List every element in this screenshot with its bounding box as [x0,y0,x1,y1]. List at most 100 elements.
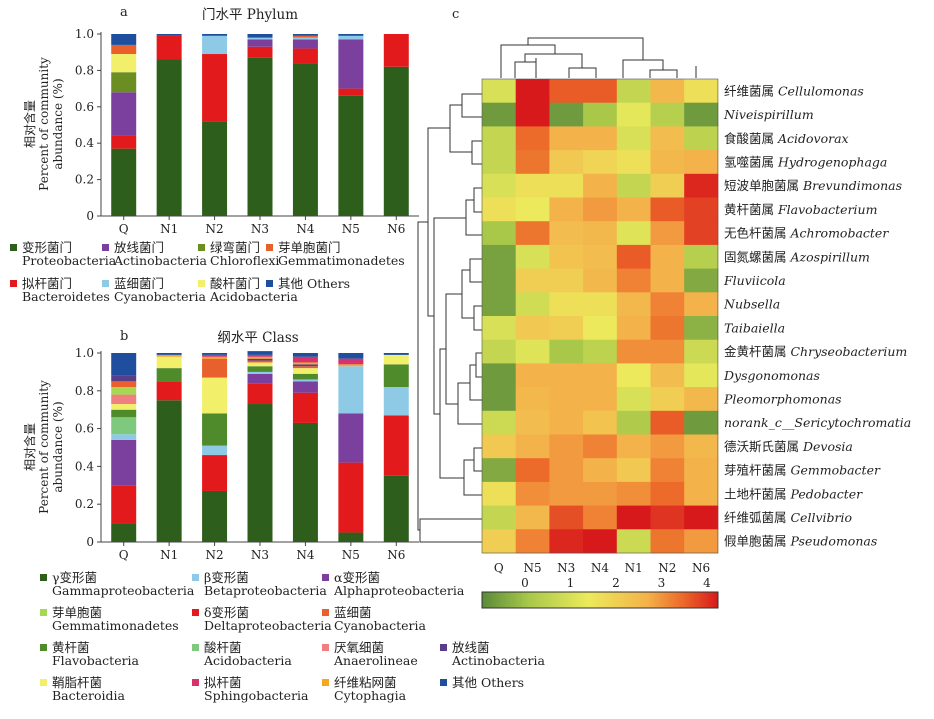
heatmap-cell [482,505,517,530]
legend-label-cn: 放线菌门 [114,240,164,255]
bar-segment [383,387,409,416]
legend-label-en: Actinobacteria [113,253,207,268]
ylabel-line-2: abundance (%) [51,401,65,492]
heatmap-cell [482,244,517,269]
heatmap-row-label: 食酸菌属 Acidovorax [724,131,849,146]
bar-segment [338,95,364,216]
row-label-genus: Chryseobacterium [790,344,907,359]
heatmap-cell [616,529,651,554]
heatmap-cell [482,529,517,554]
legend-label-en: Acidobacteria [209,289,298,304]
heatmap-cell [482,410,517,435]
heatmap-cell [616,173,651,198]
x-tick-label: Q [119,222,129,236]
heatmap-row-label: 假单胞菌属 Pseudomonas [724,534,877,549]
bar-segment [338,39,364,89]
bar-segment [111,44,137,55]
row-label-cn: 芽殖杆菌属 [724,463,790,478]
bar-segment [111,404,137,410]
heatmap-row-label: Taibaiella [724,320,785,335]
heatmap-cell [549,102,584,127]
heatmap-cell [482,268,517,293]
bar-segment [292,353,318,357]
heatmap-cell [515,173,550,198]
heatmap-cell [482,292,517,317]
heatmap-cell [650,505,685,530]
bar-segment [292,381,318,393]
heatmap-cell [650,268,685,293]
panel-c-letter: c [452,7,459,22]
row-label-cn: 假单胞菌属 [724,534,790,549]
heatmap-cell [515,529,550,554]
legend-swatch [40,679,47,686]
legend-label-cn: δ变形菌 [204,605,249,620]
heatmap-cell [515,410,550,435]
bar-segment [292,366,318,369]
heatmap-cell [515,244,550,269]
heatmap-cell [515,221,550,246]
legend-swatch [266,280,273,287]
y-tick-label: 0.6 [75,422,94,436]
heatmap-cell [549,292,584,317]
heatmap-cell [583,387,618,412]
heatmap-cell [515,197,550,222]
legend-label-cn: 放线菌 [452,640,490,655]
bar-segment [111,148,137,216]
ylabel-line-cn: 相对含量 [22,423,37,471]
heatmap-cell [684,173,719,198]
bar-segment [383,475,409,542]
legend-label-cn: 黄杆菌 [52,640,90,655]
x-tick-label: Q [119,548,129,562]
bar-segment [247,373,273,384]
heatmap-row-label: 金黄杆菌属 Chryseobacterium [724,344,907,359]
legend-swatch [10,280,17,287]
heatmap-cell [549,244,584,269]
heatmap-row-label: 纤维菌属 Cellulomonas [724,83,864,98]
heatmap-row-label: 芽殖杆菌属 Gemmobacter [724,463,881,478]
bar-segment [111,485,137,524]
bar-segment [292,34,318,36]
row-label-genus: Pseudomonas [789,534,877,549]
bar-segment [111,409,137,418]
heatmap-cell [583,221,618,246]
heatmap-cell [650,292,685,317]
bar-segment [202,490,228,542]
legend-label-cn: 拟杆菌 [204,675,242,690]
panel-b: b 纲水平 Class 相对含量 Percent of community ab… [22,329,545,703]
heatmap-cell [684,481,719,506]
row-label-genus: Cellulomonas [778,83,864,98]
x-tick-label: N6 [387,222,405,236]
heatmap-cell [616,102,651,127]
bar-segment [292,379,318,382]
bar-segment [292,63,318,217]
heatmap-cell [482,481,517,506]
heatmap-cell [616,505,651,530]
x-tick-label: N5 [342,548,360,562]
panel-a-ylabel: 相对含量 Percent of community abundance (%) [22,57,65,191]
bar-segment [247,39,273,47]
heatmap-cell [684,221,719,246]
legend-swatch [40,574,47,581]
heatmap-cell [616,434,651,459]
heatmap-cell [650,221,685,246]
legend-swatch [266,244,273,251]
heatmap-cell [650,126,685,151]
heatmap-row-label: Nubsella [723,297,780,312]
ylabel-line-2: abundance (%) [51,78,65,169]
bar-segment [156,356,182,369]
x-tick-label: N5 [342,222,360,236]
row-label-genus: Nubsella [723,297,780,312]
heatmap-cell [650,387,685,412]
legend-label-en: Alphaproteobacteria [333,583,465,598]
legend-label-en: Acidobacteria [203,653,292,668]
heatmap-cell [684,458,719,483]
x-tick-label: N3 [251,222,269,236]
bar-segment [247,356,273,359]
heatmap-cell [482,363,517,388]
heatmap-row-label: Fluviicola [723,273,786,288]
heatmap-cell [583,529,618,554]
bar-segment [292,37,318,40]
legend-label-cn: γ变形菌 [52,570,97,585]
bar-segment [338,353,364,359]
heatmap-cell [616,410,651,435]
